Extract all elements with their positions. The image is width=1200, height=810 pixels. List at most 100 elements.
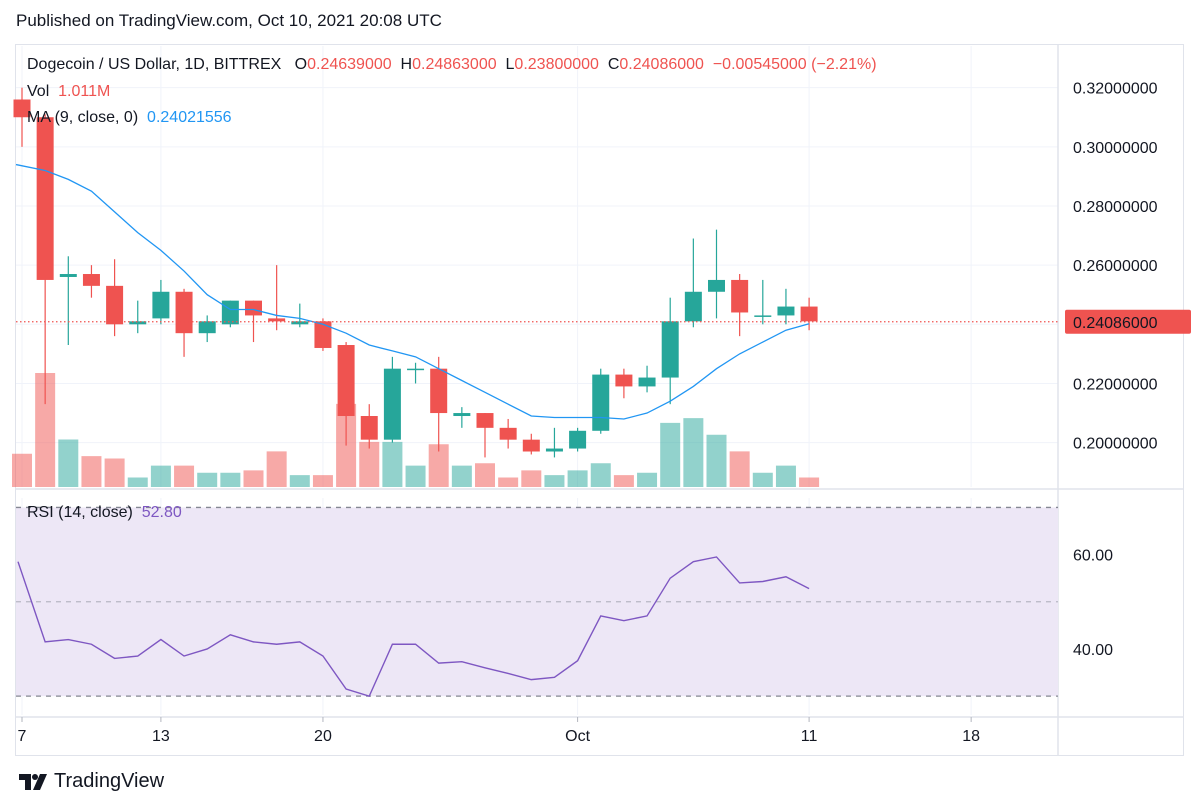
moving-average-line [15, 163, 810, 420]
candle-body [569, 430, 587, 449]
volume-bar [567, 470, 588, 487]
candle-body [638, 377, 656, 387]
volume-bar [775, 465, 796, 487]
candle-body [708, 279, 725, 292]
rsi-series-line [17, 556, 810, 697]
volume-bar [220, 472, 241, 487]
volume-bar [521, 470, 542, 487]
legend-volume: Vol 1.011M [27, 83, 110, 101]
candle-body [661, 321, 679, 378]
time-tick-label: 18 [962, 728, 980, 745]
candles [13, 87, 818, 458]
candle-body [615, 374, 633, 387]
time-tick-label: 11 [801, 728, 818, 745]
candle-body [36, 117, 54, 280]
volume-bar [405, 465, 426, 487]
candle-body [106, 285, 124, 325]
price-tick-label: 0.26000000 [1073, 258, 1158, 275]
candle-body [175, 291, 193, 334]
candle-body [476, 413, 494, 428]
price-tick-label: 0.20000000 [1073, 436, 1158, 453]
volume-bar [243, 470, 264, 487]
price-tick-label: 0.30000000 [1073, 140, 1158, 157]
volume-bar [613, 475, 634, 487]
time-tick-label: 7 [18, 728, 27, 745]
candle-body [684, 291, 702, 322]
candle-body [592, 374, 610, 431]
legend-vol-value: 1.011M [58, 83, 111, 100]
volume-bar [451, 465, 472, 487]
legend-change: −0.00545000 (−2.21%) [712, 56, 877, 73]
candle-body [453, 413, 471, 417]
candle-body [152, 291, 170, 319]
volume-bar [590, 463, 611, 487]
published-caption: Published on TradingView.com, Oct 10, 20… [16, 11, 442, 30]
candle-body [337, 345, 355, 417]
candle-body [198, 321, 216, 334]
legend-rsi-label: RSI (14, close) [27, 504, 133, 521]
price-tick-label: 0.32000000 [1073, 81, 1158, 98]
legend-h-value: 0.24863000 [412, 56, 497, 73]
candle-body [383, 368, 401, 440]
price-tick-label: 0.28000000 [1073, 199, 1158, 216]
volume-bars [12, 373, 820, 487]
volume-bar [382, 441, 403, 487]
candle-body [221, 300, 239, 325]
volume-bar [683, 418, 704, 487]
candle-body [268, 318, 286, 322]
legend-symbol: Dogecoin / US Dollar, 1D, BITTREX [27, 56, 282, 73]
candle-body [499, 427, 517, 440]
legend-o-label: O [294, 56, 308, 73]
legend-l-value: 0.23800000 [514, 56, 599, 73]
rsi-band [16, 506, 1058, 697]
legend-ma-value: 0.24021556 [147, 109, 232, 126]
candle-body [800, 306, 818, 322]
volume-bar [428, 444, 449, 487]
volume-bar [706, 434, 727, 487]
legend-ma-label: MA (9, close, 0) [27, 109, 139, 126]
candle-body [13, 99, 31, 118]
volume-bar [12, 453, 32, 487]
volume-bar [359, 441, 380, 487]
volume-bar [127, 477, 148, 487]
candle-body [291, 321, 309, 325]
volume-bar [197, 472, 218, 487]
tradingview-logo[interactable]: TradingView [18, 770, 164, 793]
volume-bar [637, 472, 658, 487]
time-tick-label: 13 [152, 728, 170, 745]
volume-bar [104, 458, 125, 487]
volume-bar [498, 477, 519, 487]
candle-body [731, 279, 749, 313]
legend-o-value: 0.24639000 [307, 56, 392, 73]
candle-body [59, 274, 77, 277]
volume-bar [544, 475, 565, 487]
time-tick-label: 20 [314, 728, 332, 745]
tradingview-logo-text: TradingView [54, 770, 165, 792]
candle-body [430, 368, 448, 414]
last-price-badge [1065, 309, 1191, 334]
candle-body [314, 321, 332, 348]
candle-body [407, 368, 425, 371]
tradingview-logo-icon [19, 773, 47, 790]
candle-body [129, 321, 147, 325]
legend-ohlc: Dogecoin / US Dollar, 1D, BITTREX O0.246… [27, 56, 877, 74]
price-tick-label: 0.22000000 [1073, 376, 1158, 393]
rsi-line [17, 556, 810, 697]
volume-bar [35, 373, 56, 487]
legend-h-label: H [400, 56, 413, 73]
volume-bar [660, 422, 681, 487]
candle-body [754, 315, 772, 317]
volume-bar [799, 477, 820, 487]
candle-body [82, 274, 100, 286]
legend-c-value: 0.24086000 [619, 56, 704, 73]
volume-bar [312, 475, 333, 487]
rsi-tick-label: 60.00 [1073, 548, 1113, 565]
candle-body [360, 416, 378, 440]
volume-bar [289, 475, 310, 487]
volume-bar [81, 456, 102, 487]
candle-body [522, 439, 540, 452]
legend-ma: MA (9, close, 0) 0.24021556 [27, 109, 232, 127]
rsi-tick-label: 40.00 [1073, 642, 1113, 659]
ma-line [15, 163, 810, 420]
